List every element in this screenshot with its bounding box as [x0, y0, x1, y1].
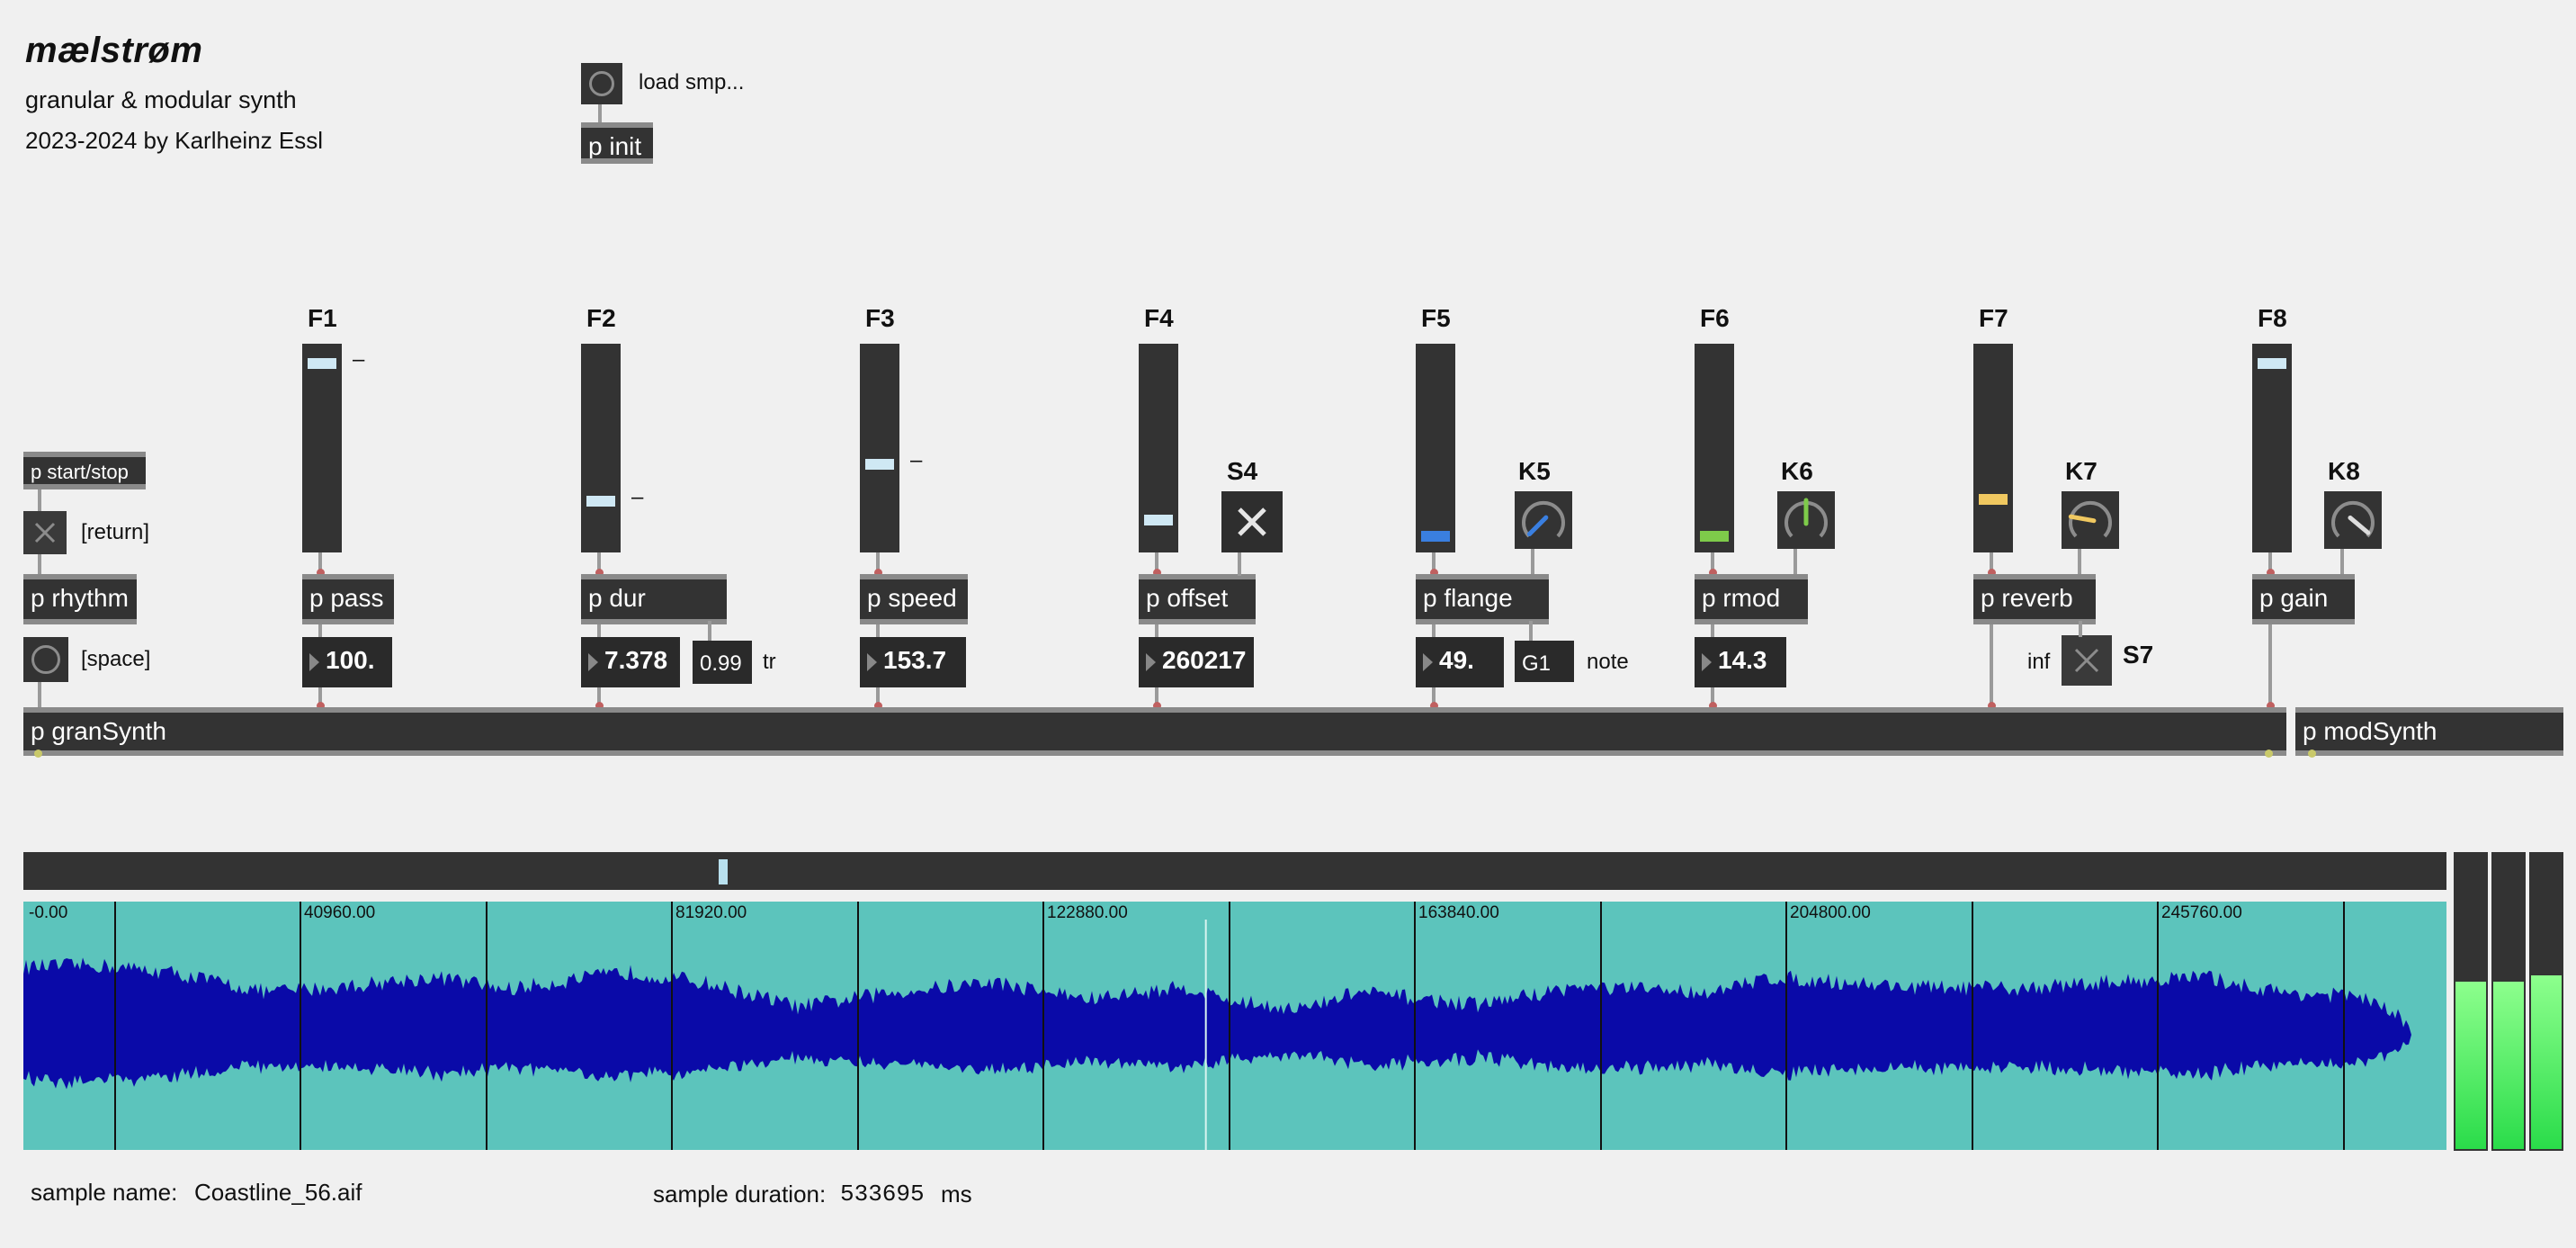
fader-number[interactable]: 14.3 [1695, 637, 1786, 687]
note-unit-label: note [1587, 650, 1629, 674]
fader-slider[interactable] [1695, 344, 1734, 552]
modsynth-object[interactable]: p modSynth [2295, 707, 2563, 756]
fader-object[interactable]: p pass [302, 574, 394, 624]
knob-dial[interactable] [2062, 491, 2119, 549]
fader-object[interactable]: p gain [2252, 574, 2355, 624]
fader-object[interactable]: p dur [581, 574, 727, 624]
level-meter-fill [2455, 982, 2486, 1149]
fader-slider[interactable] [1416, 344, 1455, 552]
ruler-tick-label: -0.00 [29, 903, 68, 922]
fader-label: F3 [865, 304, 895, 332]
inf-label: inf [2027, 650, 2051, 674]
sample-duration-value: 533695 [840, 1181, 925, 1208]
fader-tick: – [910, 448, 923, 473]
init-object[interactable]: p init [581, 122, 653, 164]
knob-label: K7 [2065, 457, 2097, 485]
return-toggle[interactable] [23, 511, 67, 554]
ruler-tick-label: 122880.00 [1047, 903, 1128, 922]
fader-label: F7 [1979, 304, 2008, 332]
fader-slider[interactable] [1973, 344, 2013, 552]
knob-dial[interactable] [1515, 491, 1572, 549]
fader-object[interactable]: p rmod [1695, 574, 1808, 624]
fader-tick: – [631, 485, 644, 510]
fader-number[interactable]: 153.7 [860, 637, 966, 687]
fader-number[interactable]: 260217 [1139, 637, 1254, 687]
level-meter-fill [2531, 975, 2562, 1149]
fader-number[interactable]: 100. [302, 637, 392, 687]
ruler-tick-label: 204800.00 [1790, 903, 1871, 922]
s4-toggle[interactable] [1221, 491, 1283, 552]
ruler-tick-label: 245760.00 [2161, 903, 2242, 922]
app-credit: 2023-2024 by Karlheinz Essl [25, 127, 323, 154]
knob-label: K6 [1781, 457, 1813, 485]
fader-tick: – [353, 347, 365, 373]
sample-name-label: sample name: [31, 1179, 178, 1206]
knob-dial[interactable] [1777, 491, 1835, 549]
fader-label: F4 [1144, 304, 1174, 332]
space-key-label: [space] [81, 647, 151, 671]
level-meter-3 [2529, 852, 2563, 1151]
return-key-label: [return] [81, 520, 150, 544]
fader-handle[interactable] [1700, 530, 1729, 542]
fader-object[interactable]: p reverb [1973, 574, 2096, 624]
playhead-handle[interactable] [719, 859, 729, 884]
app-subtitle: granular & modular synth [25, 86, 297, 113]
level-meter-1 [2454, 852, 2488, 1151]
level-meter-2 [2491, 852, 2526, 1151]
knob-label: K5 [1518, 457, 1551, 485]
fader-label: F6 [1700, 304, 1730, 332]
fader-label: F2 [586, 304, 616, 332]
startstop-object[interactable]: p start/stop [23, 452, 146, 489]
fader-handle[interactable] [1979, 494, 2008, 506]
fader-slider[interactable] [581, 344, 621, 552]
waveform-display[interactable]: -0.00 40960.00 81920.00 122880.00 163840.00 2… [23, 902, 2446, 1150]
fader-number[interactable]: 49. [1416, 637, 1504, 687]
fader-object[interactable]: p flange [1416, 574, 1549, 624]
fader-slider[interactable] [860, 344, 899, 552]
space-button[interactable] [23, 637, 68, 682]
fader-handle[interactable] [2258, 358, 2286, 370]
fader-object[interactable]: p speed [860, 574, 968, 624]
fader-handle[interactable] [308, 358, 336, 370]
app-title: mælstrøm [25, 31, 203, 70]
sample-duration-label: sample duration: [653, 1181, 827, 1208]
note-box[interactable]: G1 [1515, 641, 1574, 682]
ruler-tick-label: 163840.00 [1418, 903, 1499, 922]
fader-label: F5 [1421, 304, 1451, 332]
fader-handle[interactable] [1421, 530, 1450, 542]
fader-number[interactable]: 7.378 [581, 637, 680, 687]
s7-toggle[interactable] [2062, 635, 2112, 686]
fader-handle[interactable] [865, 459, 894, 471]
knob-label: K8 [2328, 457, 2360, 485]
fader-slider[interactable] [1139, 344, 1178, 552]
rhythm-object[interactable]: p rhythm [23, 574, 137, 624]
sample-name-value: Coastline_56.aif [194, 1179, 362, 1206]
gransynth-object[interactable]: p granSynth [23, 707, 2286, 756]
ruler-tick-label: 81920.00 [675, 903, 747, 922]
playhead-scrubber[interactable] [23, 852, 2446, 890]
fader-handle[interactable] [1144, 514, 1173, 525]
load-sample-label: load smp... [639, 70, 745, 94]
sample-duration-unit: ms [941, 1181, 972, 1208]
fader-slider[interactable] [302, 344, 342, 552]
knob-dial[interactable] [2324, 491, 2382, 549]
fader-label: F8 [2258, 304, 2287, 332]
fader-label: F1 [308, 304, 337, 332]
fader-object[interactable]: p offset [1139, 574, 1256, 624]
waveform-shape [23, 957, 2446, 1090]
load-sample-button[interactable] [581, 63, 622, 104]
fader-slider[interactable] [2252, 344, 2292, 552]
fader-handle[interactable] [586, 496, 615, 507]
dur-unit-label: tr [763, 650, 776, 674]
ruler-tick-label: 40960.00 [304, 903, 376, 922]
dur-factor-box[interactable]: 0.99 [693, 641, 752, 684]
level-meter-fill [2493, 982, 2524, 1149]
s7-label: S7 [2123, 641, 2154, 669]
s4-label: S4 [1227, 457, 1258, 485]
